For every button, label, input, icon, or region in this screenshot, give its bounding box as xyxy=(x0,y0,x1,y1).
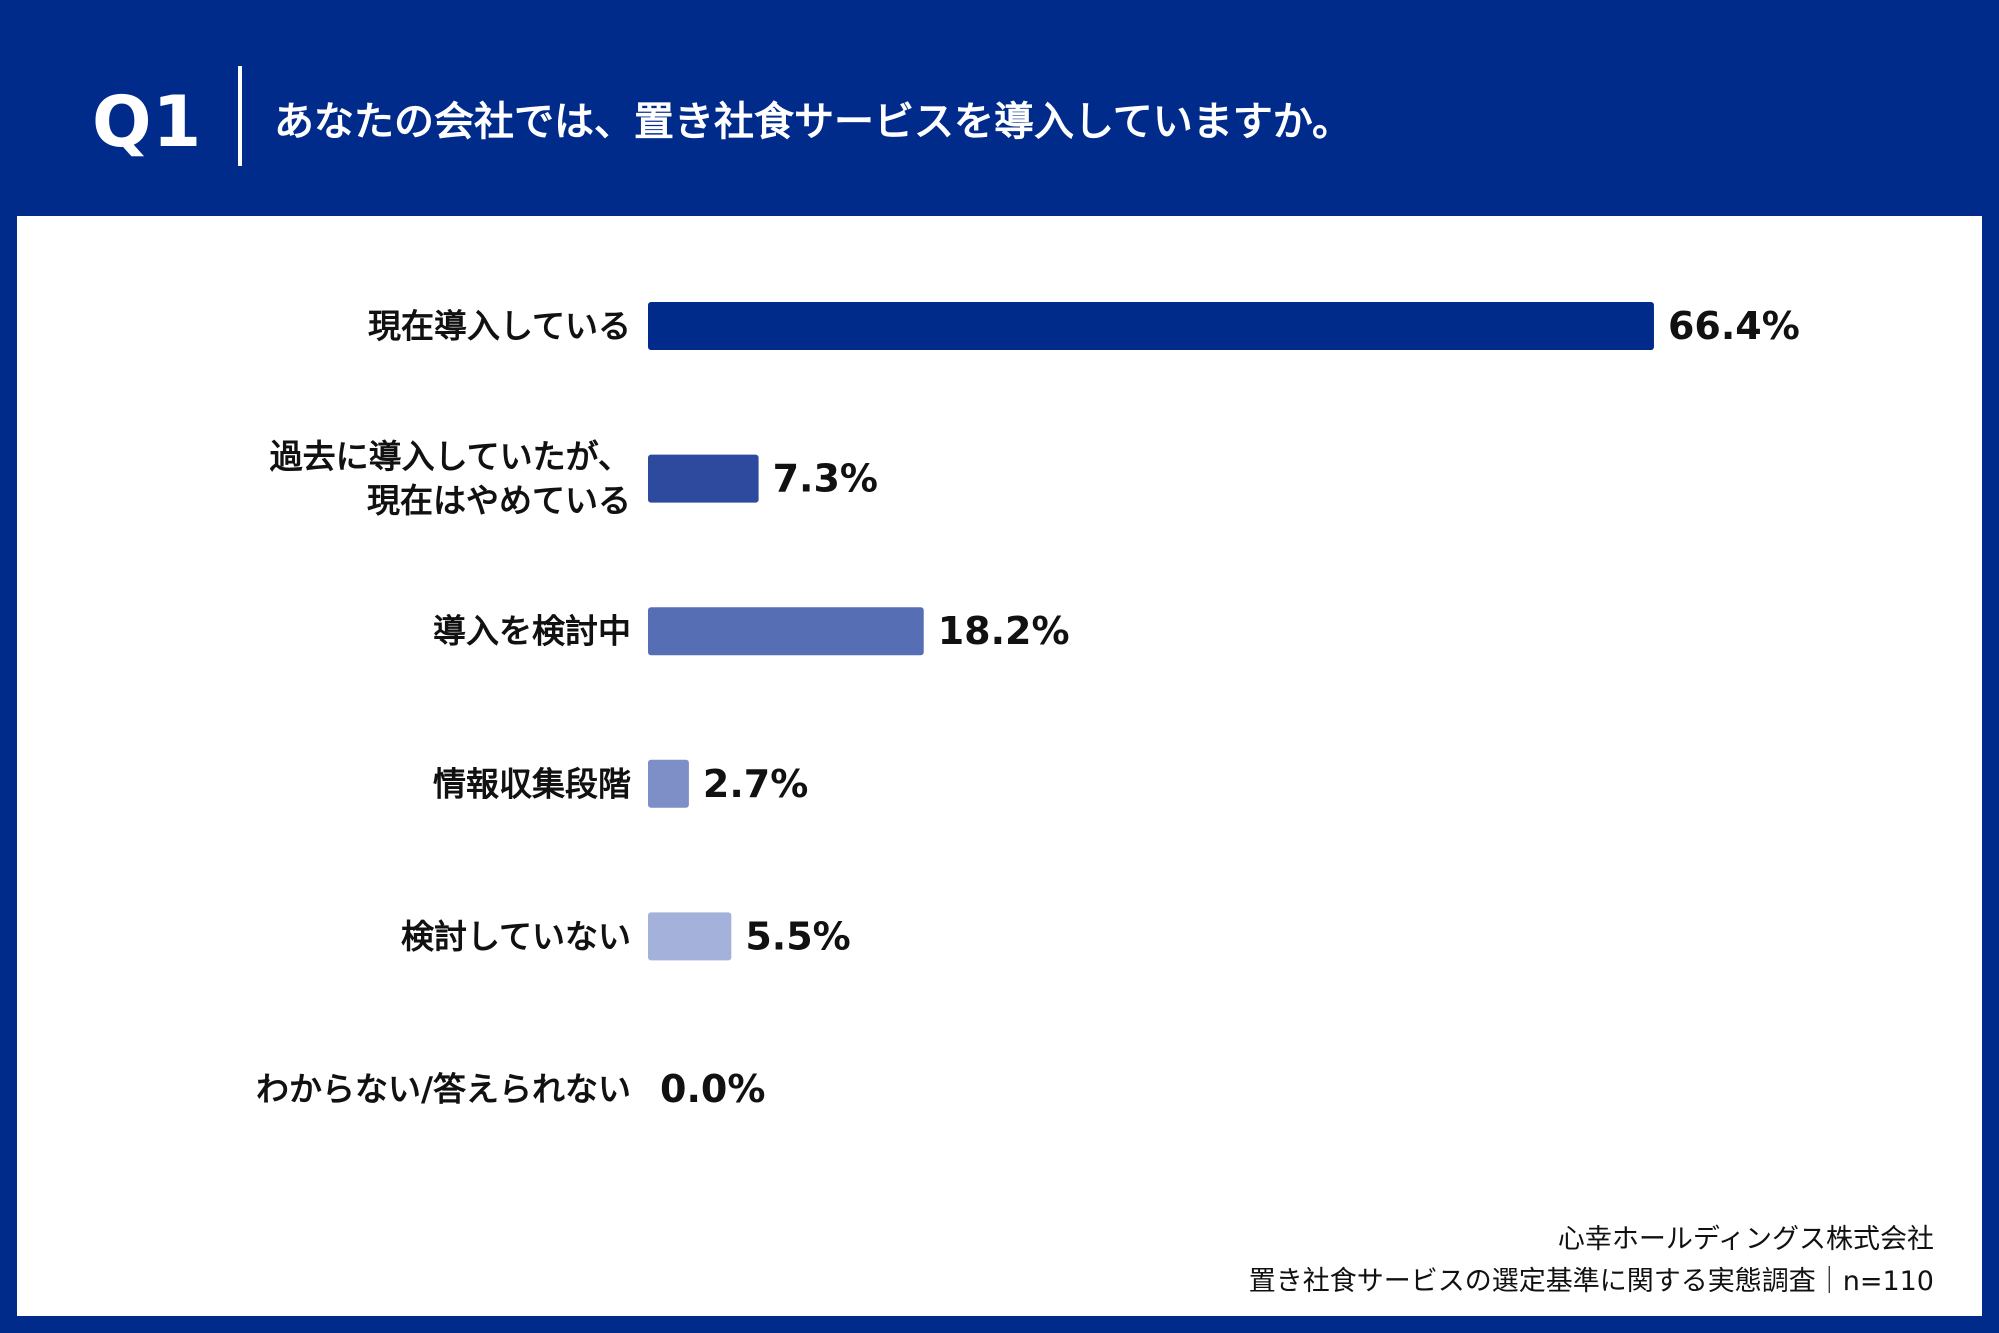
bar-2 xyxy=(648,607,924,656)
value-label-2: 18.2% xyxy=(938,609,1070,653)
bar-3 xyxy=(648,759,689,808)
bar-0 xyxy=(648,302,1654,350)
header-divider xyxy=(238,66,242,166)
category-label-0-line-0: 現在導入している xyxy=(368,307,631,346)
question-text: あなたの会社では、置き社食サービスを導入していますか。 xyxy=(274,99,1352,145)
source-survey: 置き社食サービスの選定基準に関する実態調査｜n=110 xyxy=(1248,1266,1934,1297)
category-label-0: 現在導入している xyxy=(368,307,631,346)
category-label-1-line-0: 過去に導入していたが、 xyxy=(270,437,631,476)
chart-panel: 66.4% 現在導入している 7.3% 過去に導入していたが、現在はやめている 18.2… xyxy=(17,216,1982,1316)
category-label-5: わからない/答えられない xyxy=(256,1070,631,1109)
value-label-4: 5.5% xyxy=(745,914,850,958)
category-label-3: 情報収集段階 xyxy=(433,764,631,803)
value-label-5: 0.0% xyxy=(660,1067,765,1111)
value-label-0: 66.4% xyxy=(1668,304,1800,348)
category-label-5-line-0: わからない/答えられない xyxy=(256,1070,631,1109)
bar-1 xyxy=(648,454,759,503)
source-company: 心幸ホールディングス株式会社 xyxy=(1557,1224,1934,1255)
category-label-3-line-0: 情報収集段階 xyxy=(433,764,631,803)
category-label-4: 検討していない xyxy=(401,917,631,956)
question-number: Q1 xyxy=(92,81,203,163)
category-label-4-line-0: 検討していない xyxy=(401,917,631,956)
category-label-1-line-1: 現在はやめている xyxy=(367,481,631,520)
bar-4 xyxy=(648,912,732,961)
value-label-1: 7.3% xyxy=(773,457,878,501)
value-label-3: 2.7% xyxy=(703,762,808,806)
category-label-2: 導入を検討中 xyxy=(433,612,631,651)
bar-chart: 66.4% 現在導入している 7.3% 過去に導入していたが、現在はやめている 18.2… xyxy=(256,302,1800,1111)
header-bar: Q1 あなたの会社では、置き社食サービスを導入していますか。 xyxy=(0,0,1999,216)
category-label-1: 過去に導入していたが、現在はやめている xyxy=(270,437,631,520)
category-label-2-line-0: 導入を検討中 xyxy=(433,612,631,651)
